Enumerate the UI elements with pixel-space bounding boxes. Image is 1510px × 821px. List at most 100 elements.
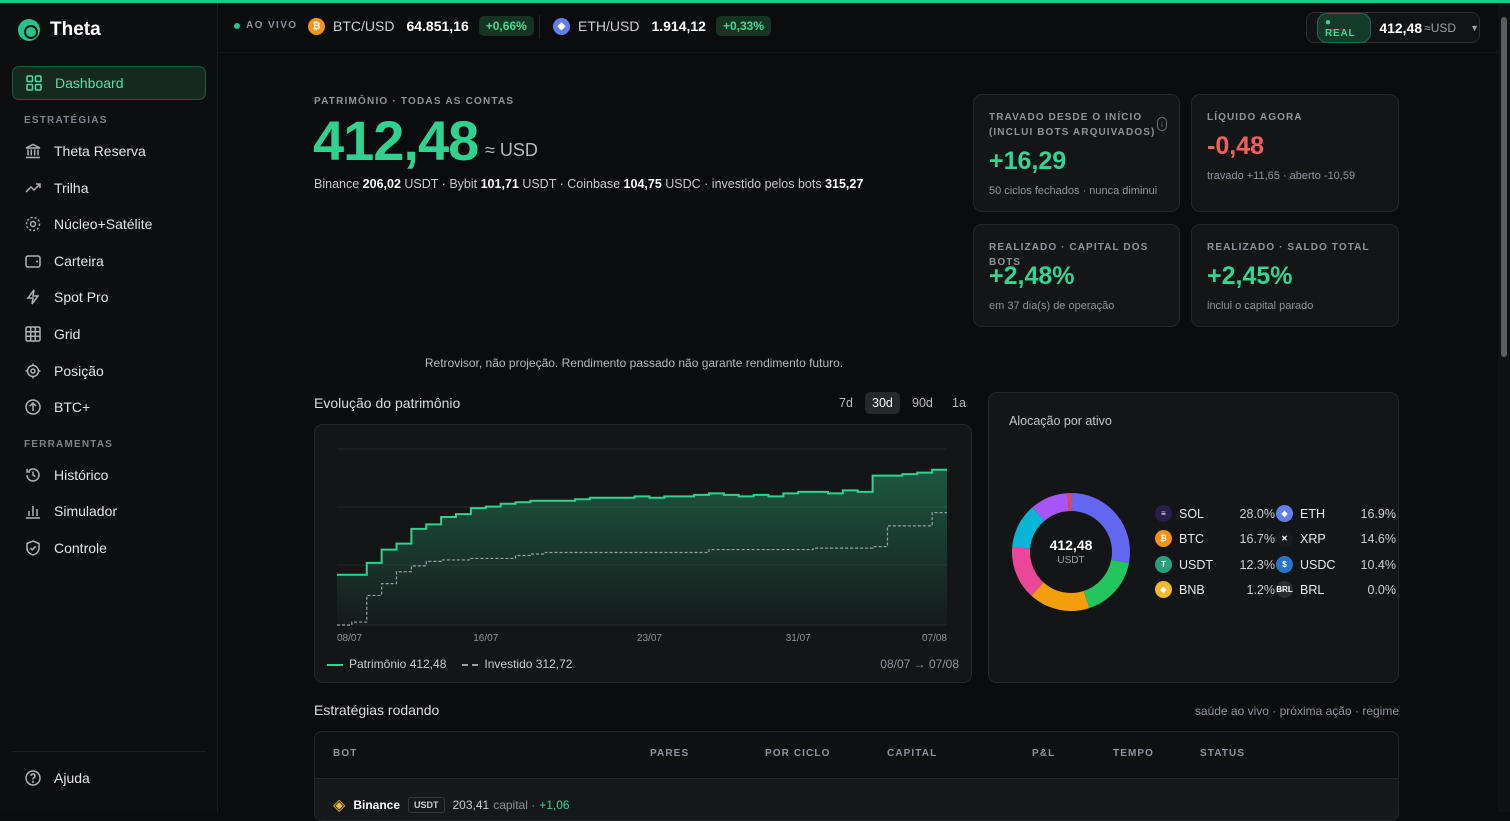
sidebar-item-label: Trilha xyxy=(54,180,89,196)
range-30d-button[interactable]: 30d xyxy=(865,392,900,414)
binance-icon: ◈ xyxy=(333,797,346,814)
sidebar: Theta Dashboard ESTRATÉGIAS Theta Reserv… xyxy=(0,3,218,812)
scrollbar-thumb[interactable] xyxy=(1501,17,1507,357)
ticker-price: 1.914,12 xyxy=(651,18,706,34)
quote-badge: USDT xyxy=(408,797,445,813)
ticker-eth[interactable]: ◆ ETH/USD 1.914,12 +0,33% xyxy=(553,16,771,36)
lightning-icon xyxy=(26,289,40,305)
investido-line xyxy=(337,511,947,626)
allocation-item-sol[interactable]: ≡ SOL 28.0% xyxy=(1155,505,1275,522)
sidebar-item-dashboard[interactable]: Dashboard xyxy=(12,66,206,100)
real-account-badge: ● REAL xyxy=(1317,12,1372,43)
top-accent-line xyxy=(0,0,1510,3)
live-indicator: AO VIVO xyxy=(234,20,297,31)
info-icon[interactable]: i xyxy=(1157,117,1167,131)
allocation-item-usdc[interactable]: $ USDC 10.4% xyxy=(1276,556,1396,573)
column-header[interactable]: PARES xyxy=(650,748,690,759)
sidebar-item-carteira[interactable]: Carteira xyxy=(12,244,206,278)
breakdown-amount: 101,71 xyxy=(480,177,519,191)
sidebar-item-grid[interactable]: Grid xyxy=(12,317,206,351)
sidebar-item-label: Simulador xyxy=(54,503,118,519)
patrimonio-line xyxy=(337,468,947,576)
legend-swatch xyxy=(327,663,343,666)
ticker-change-badge: +0,66% xyxy=(478,16,534,36)
donut-slice-bnb[interactable] xyxy=(1012,493,1130,611)
sidebar-item-theta-reserva[interactable]: Theta Reserva xyxy=(12,134,206,168)
brand-name: Theta xyxy=(50,19,101,40)
sidebar-item-nucleo-satelite[interactable]: Núcleo+Satélite xyxy=(12,207,206,241)
allocation-title: Alocação por ativo xyxy=(1009,414,1112,428)
sidebar-item-btc-plus[interactable]: BTC+ xyxy=(12,390,206,424)
xrp-icon: ✕ xyxy=(1276,530,1293,547)
grid-icon xyxy=(25,326,41,342)
legend-investido: Investido 312,72 xyxy=(462,657,572,671)
asset-symbol: SOL xyxy=(1179,506,1205,521)
dashboard-grid-icon xyxy=(26,75,42,91)
sidebar-item-label: Controle xyxy=(54,540,107,556)
orbit-icon xyxy=(25,216,41,232)
range-1a-button[interactable]: 1a xyxy=(952,396,966,410)
allocation-item-usdt[interactable]: T USDT 12.3% xyxy=(1155,556,1275,573)
history-icon xyxy=(26,468,40,482)
sidebar-item-simulador[interactable]: Simulador xyxy=(12,494,206,528)
ticker-btc[interactable]: ₿ BTC/USD 64.851,16 +0,66% xyxy=(308,16,534,36)
column-header[interactable]: POR CICLO xyxy=(765,748,831,759)
allocation-donut[interactable] xyxy=(1001,482,1141,622)
sidebar-item-trilha[interactable]: Trilha xyxy=(12,171,206,205)
sidebar-item-ajuda[interactable]: Ajuda xyxy=(12,761,206,795)
column-header[interactable]: TEMPO xyxy=(1113,748,1155,759)
x-tick-label: 23/07 xyxy=(637,633,662,644)
table-row[interactable]: ◈ Binance USDT 203,41 capital · +1,06 xyxy=(315,778,1398,820)
usdc-icon: $ xyxy=(1276,556,1293,573)
asset-symbol: USDT xyxy=(1179,557,1214,572)
stat-card-realized-total: REALIZADO · SALDO TOTAL +2,45% inclui o … xyxy=(1191,224,1399,327)
stat-card-realized-bots: REALIZADO · CAPITAL DOS BOTS +2,48% em 3… xyxy=(973,224,1180,327)
donut-slice-xrp[interactable] xyxy=(1012,493,1130,611)
sidebar-item-spot-pro[interactable]: Spot Pro xyxy=(12,280,206,314)
brand[interactable]: Theta xyxy=(18,19,101,41)
column-header[interactable]: CAPITAL xyxy=(887,748,938,759)
asset-percent: 10.4% xyxy=(1360,557,1396,572)
allocation-item-xrp[interactable]: ✕ XRP 14.6% xyxy=(1276,530,1396,547)
stat-sub: travado +11,65 · aberto -10,59 xyxy=(1207,170,1356,182)
range-90d-button[interactable]: 90d xyxy=(912,396,933,410)
column-header[interactable]: BOT xyxy=(333,748,358,759)
bot-exchange: Binance xyxy=(353,798,400,812)
allocation-item-brl[interactable]: BRL BRL 0.0% xyxy=(1276,581,1396,598)
sidebar-item-label: Posição xyxy=(54,363,104,379)
sidebar-item-controle[interactable]: Controle xyxy=(12,531,206,565)
account-unit: ≈USD xyxy=(1424,20,1457,35)
sidebar-item-posicao[interactable]: Posição xyxy=(12,354,206,388)
legend-swatch xyxy=(462,663,479,666)
donut-slice-btc[interactable] xyxy=(1012,493,1130,611)
x-tick-label: 16/07 xyxy=(473,633,498,644)
column-header[interactable]: P&L xyxy=(1032,748,1056,759)
page-scrollbar[interactable] xyxy=(1498,3,1510,812)
column-header[interactable]: STATUS xyxy=(1200,748,1246,759)
account-selector[interactable]: ● REAL 412,48 ≈USD ▼ xyxy=(1306,12,1480,43)
allocation-item-eth[interactable]: ◆ ETH 16.9% xyxy=(1276,505,1396,522)
asset-symbol: XRP xyxy=(1300,531,1326,546)
invested-value: 315,27 xyxy=(825,177,864,191)
net-worth-kicker: PATRIMÔNIO · TODAS AS CONTAS xyxy=(314,96,515,107)
evolution-chart[interactable]: 08/07 16/07 23/07 31/07 07/08 xyxy=(315,425,973,684)
bnb-icon: ◈ xyxy=(1155,581,1172,598)
bot-capital-label: capital · xyxy=(493,798,536,812)
sidebar-item-historico[interactable]: Histórico xyxy=(12,458,206,492)
donut-center-unit: USDT xyxy=(1057,555,1085,566)
ticker-price: 64.851,16 xyxy=(406,18,469,34)
sidebar-item-label: Ajuda xyxy=(54,770,90,786)
x-tick-label: 31/07 xyxy=(786,633,811,644)
allocation-item-btc[interactable]: ₿ BTC 16.7% xyxy=(1155,530,1275,547)
theta-logo-icon xyxy=(18,19,40,41)
legend-patrimonio: Patrimônio 412,48 xyxy=(327,657,446,671)
eth-icon: ◆ xyxy=(1276,505,1293,522)
breakdown-amount: 104,75 xyxy=(623,177,662,191)
range-7d-button[interactable]: 7d xyxy=(839,396,853,410)
breakdown-exchange: Binance xyxy=(314,177,360,191)
net-worth-value: 412,48 xyxy=(313,109,479,172)
stat-label-line: (INCLUI BOTS ARQUIVADOS) xyxy=(989,127,1156,138)
allocation-item-bnb[interactable]: ◈ BNB 1.2% xyxy=(1155,581,1275,598)
breakdown-exchange: Bybit xyxy=(449,177,478,191)
live-label: AO VIVO xyxy=(246,20,298,31)
